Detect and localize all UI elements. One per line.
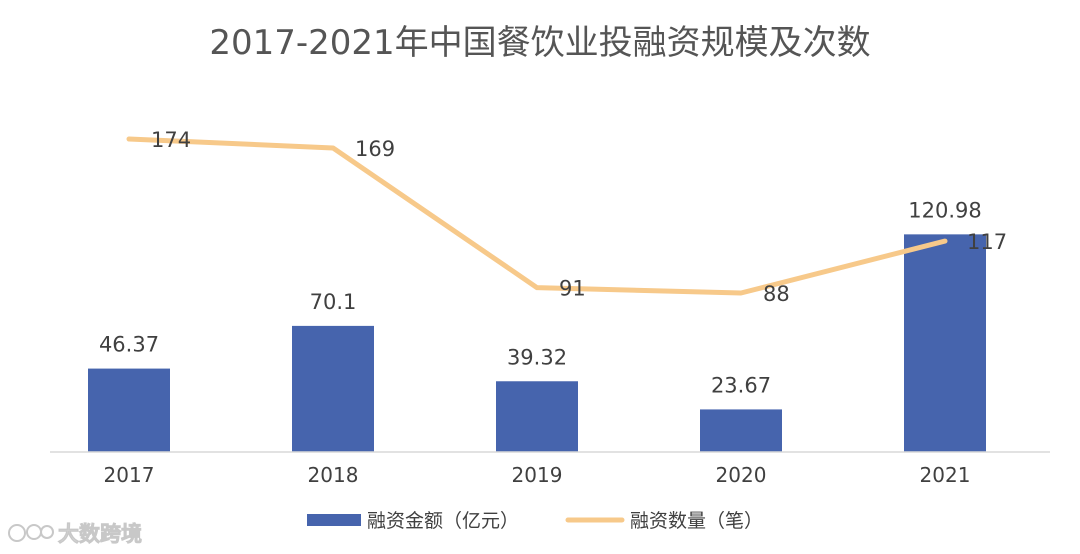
legend-swatch-bar bbox=[307, 514, 361, 526]
line-value-label-2018: 169 bbox=[355, 137, 395, 161]
bar-value-label-2017: 46.37 bbox=[99, 333, 159, 357]
series-line-count bbox=[126, 136, 948, 296]
line-value-label-2021: 117 bbox=[967, 230, 1007, 254]
bar-2020 bbox=[700, 409, 782, 452]
x-tick-label-2020: 2020 bbox=[716, 463, 767, 487]
bar-2017 bbox=[88, 368, 170, 452]
ticks-layer: 2017 2018 2019 2020 2021 bbox=[104, 463, 971, 487]
bar-value-label-2020: 23.67 bbox=[711, 373, 771, 397]
watermark-text: 大数跨境 bbox=[58, 522, 142, 546]
x-tick-label-2017: 2017 bbox=[104, 463, 155, 487]
legend-label-line: 融资数量（笔） bbox=[630, 510, 763, 532]
bar-2021 bbox=[904, 234, 986, 452]
x-tick-label-2018: 2018 bbox=[308, 463, 359, 487]
bar-2019 bbox=[496, 381, 578, 452]
line-value-label-2017: 174 bbox=[151, 128, 191, 152]
legend-label-bar: 融资金额（亿元） bbox=[367, 510, 519, 532]
line-layer bbox=[126, 136, 948, 296]
chart-title: 2017-2021年中国餐饮业投融资规模及次数 bbox=[209, 23, 870, 63]
bar-value-label-2021: 120.98 bbox=[908, 198, 981, 222]
legend: 融资金额（亿元） 融资数量（笔） bbox=[307, 510, 763, 532]
logo-icon bbox=[8, 524, 54, 542]
line-value-label-2020: 88 bbox=[763, 282, 790, 306]
bar-2018 bbox=[292, 325, 374, 452]
labels-layer: 46.37 70.1 39.32 23.67 120.98 174 169 91 88 117 bbox=[99, 128, 1007, 397]
x-tick-label-2019: 2019 bbox=[512, 463, 563, 487]
bar-value-label-2018: 70.1 bbox=[310, 290, 357, 314]
line-value-label-2019: 91 bbox=[559, 277, 586, 301]
x-tick-label-2021: 2021 bbox=[920, 463, 971, 487]
bar-value-label-2019: 39.32 bbox=[507, 345, 567, 369]
bars-layer bbox=[88, 234, 986, 452]
watermark: 大数跨境 bbox=[8, 522, 142, 546]
